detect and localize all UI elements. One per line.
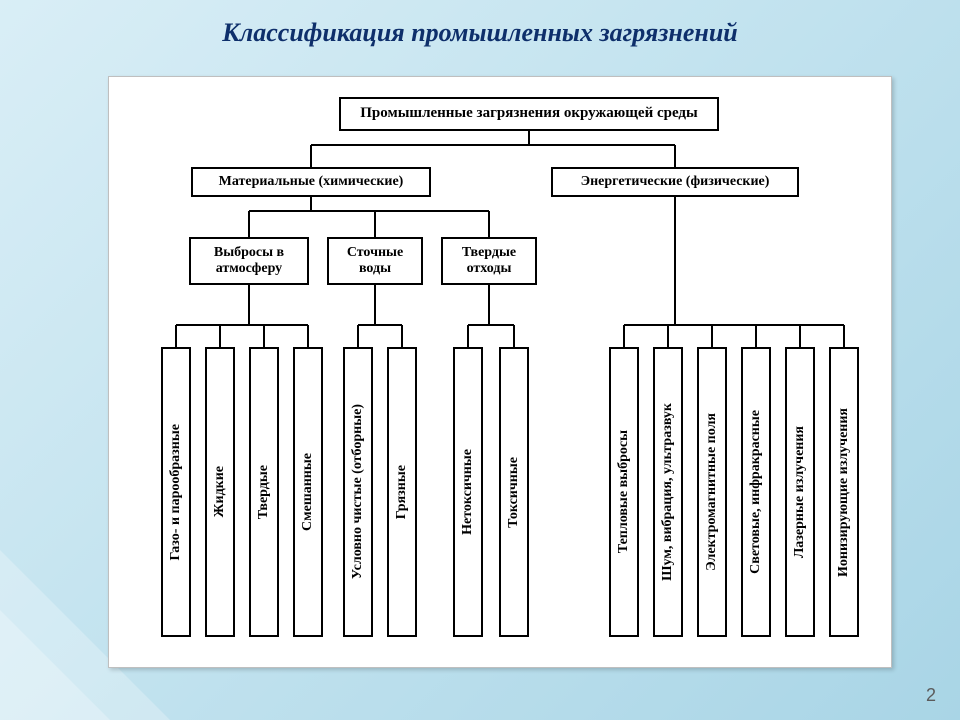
decor-triangle-2 [0,610,110,720]
node-mat: Материальные (химические) [191,167,431,197]
leaf-9: Шум, вибрация, ультразвук [653,347,683,637]
node-root: Промышленные загрязнения окружающей сред… [339,97,719,131]
leaf-11: Световые, инфракрасные [741,347,771,637]
leaf-3: Смешанные [293,347,323,637]
node-water: Сточныеводы [327,237,423,285]
leaf-6: Нетоксичные [453,347,483,637]
slide: Классификация промышленных загрязнений П… [0,0,960,720]
node-atm: Выбросы ватмосферу [189,237,309,285]
leaf-4: Условно чистые (отборные) [343,347,373,637]
leaf-5: Грязные [387,347,417,637]
node-energ: Энергетические (физические) [551,167,799,197]
leaf-12: Лазерные излучения [785,347,815,637]
page-number: 2 [926,685,936,706]
node-solid: Твердыеотходы [441,237,537,285]
leaf-10: Электромагнитные поля [697,347,727,637]
slide-title: Классификация промышленных загрязнений [0,18,960,48]
leaf-2: Твердые [249,347,279,637]
leaf-1: Жидкие [205,347,235,637]
leaf-7: Токсичные [499,347,529,637]
leaf-8: Тепловые выбросы [609,347,639,637]
leaf-13: Ионизирующие излучения [829,347,859,637]
leaf-0: Газо- и парообразные [161,347,191,637]
diagram-card: Промышленные загрязнения окружающей сред… [108,76,892,668]
